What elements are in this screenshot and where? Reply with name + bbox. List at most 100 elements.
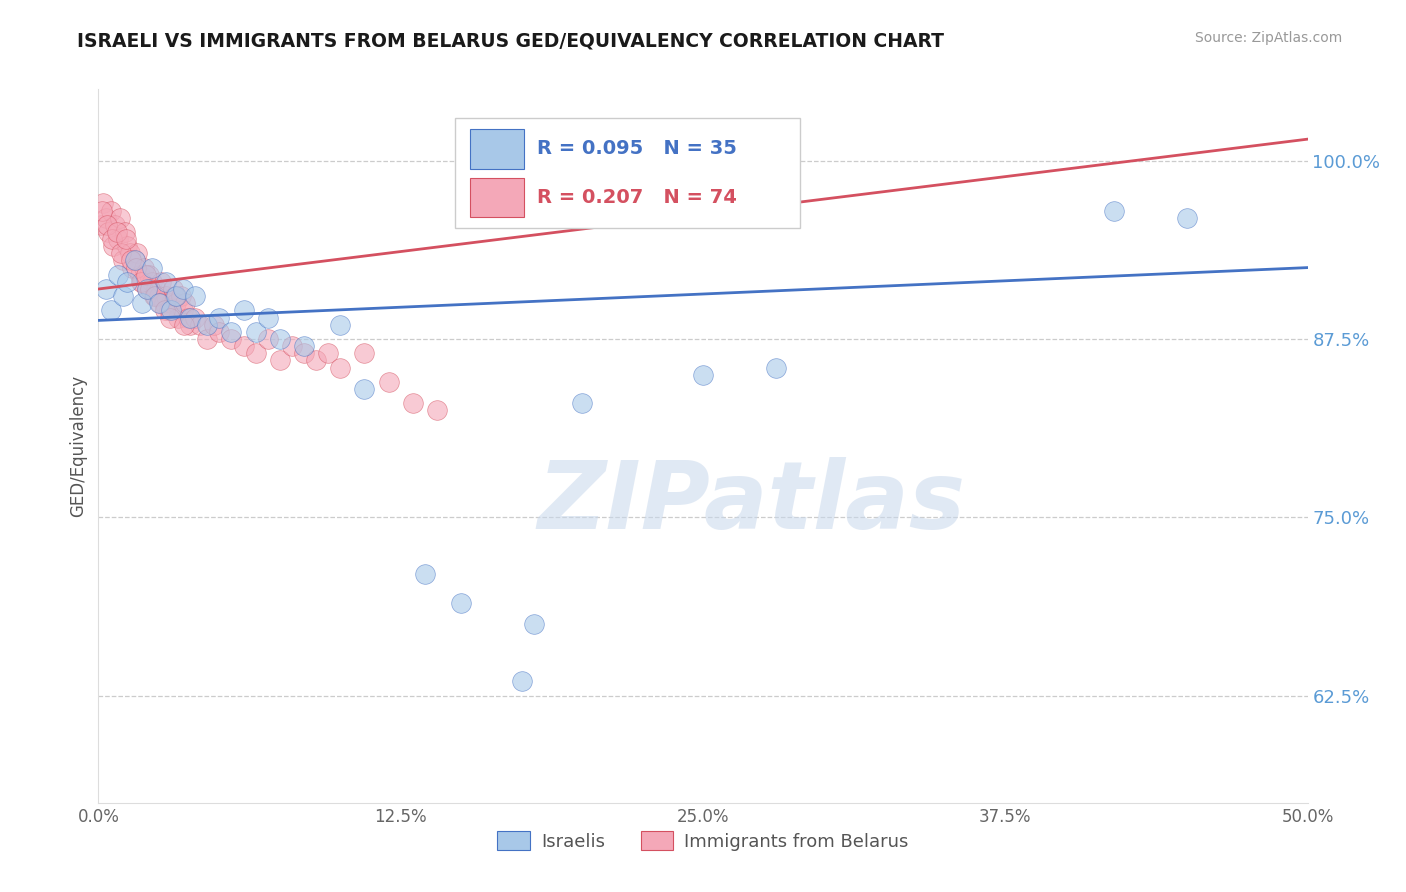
Point bbox=[523, 617, 546, 632]
Point bbox=[281, 339, 304, 353]
Point bbox=[163, 289, 186, 303]
Point bbox=[94, 211, 117, 225]
Point bbox=[128, 268, 150, 282]
Point bbox=[121, 260, 143, 275]
Text: R = 0.095   N = 35: R = 0.095 N = 35 bbox=[537, 139, 737, 158]
Point bbox=[91, 196, 114, 211]
FancyBboxPatch shape bbox=[456, 118, 800, 228]
Point bbox=[111, 253, 134, 268]
Text: R = 0.207   N = 74: R = 0.207 N = 74 bbox=[537, 188, 737, 207]
Point bbox=[107, 232, 129, 246]
Point bbox=[152, 296, 174, 310]
Point bbox=[124, 253, 146, 268]
Point bbox=[169, 289, 191, 303]
Point bbox=[143, 289, 166, 303]
Point bbox=[165, 289, 187, 303]
Point bbox=[184, 289, 207, 303]
Point bbox=[221, 325, 243, 339]
Point bbox=[141, 260, 163, 275]
Point bbox=[100, 232, 122, 246]
Point bbox=[117, 275, 139, 289]
Point bbox=[162, 282, 184, 296]
Point bbox=[165, 296, 187, 310]
Point bbox=[208, 325, 231, 339]
Point bbox=[159, 310, 181, 325]
Point bbox=[426, 403, 449, 417]
Legend: Israelis, Immigrants from Belarus: Israelis, Immigrants from Belarus bbox=[491, 824, 915, 858]
Point bbox=[1175, 211, 1198, 225]
Point bbox=[692, 368, 714, 382]
Point bbox=[100, 303, 122, 318]
Point bbox=[179, 310, 201, 325]
Point bbox=[105, 225, 128, 239]
Point bbox=[204, 318, 226, 332]
Point bbox=[221, 332, 243, 346]
Point bbox=[120, 253, 142, 268]
Point bbox=[157, 303, 180, 318]
Text: Source: ZipAtlas.com: Source: ZipAtlas.com bbox=[1195, 31, 1343, 45]
Point bbox=[97, 225, 120, 239]
Point bbox=[139, 282, 162, 296]
Point bbox=[155, 275, 177, 289]
Point bbox=[195, 318, 218, 332]
Point bbox=[143, 289, 166, 303]
Point bbox=[131, 296, 153, 310]
Point bbox=[167, 310, 190, 325]
Point bbox=[232, 303, 254, 318]
Point bbox=[138, 268, 160, 282]
Point bbox=[305, 353, 328, 368]
Bar bbox=[470, 178, 524, 218]
Point bbox=[172, 282, 194, 296]
Point bbox=[232, 339, 254, 353]
Point bbox=[402, 396, 425, 410]
Point bbox=[160, 296, 183, 310]
Point bbox=[129, 275, 152, 289]
Point bbox=[329, 360, 352, 375]
Point bbox=[111, 289, 134, 303]
Bar bbox=[470, 129, 524, 169]
Point bbox=[765, 360, 787, 375]
Point bbox=[377, 375, 399, 389]
Point bbox=[245, 325, 267, 339]
Point bbox=[127, 246, 149, 260]
Point bbox=[94, 282, 117, 296]
Point bbox=[160, 303, 183, 318]
Point bbox=[179, 318, 201, 332]
Point bbox=[571, 396, 593, 410]
Point bbox=[413, 567, 436, 582]
Point bbox=[316, 346, 339, 360]
Point bbox=[177, 310, 200, 325]
Point bbox=[450, 596, 472, 610]
Point bbox=[117, 239, 139, 253]
Point bbox=[292, 346, 315, 360]
Point bbox=[150, 275, 173, 289]
Point bbox=[108, 211, 131, 225]
Point bbox=[245, 346, 267, 360]
Point bbox=[292, 339, 315, 353]
Point bbox=[118, 246, 141, 260]
Point bbox=[131, 275, 153, 289]
Text: ISRAELI VS IMMIGRANTS FROM BELARUS GED/EQUIVALENCY CORRELATION CHART: ISRAELI VS IMMIGRANTS FROM BELARUS GED/E… bbox=[77, 31, 945, 50]
Point bbox=[269, 332, 291, 346]
Y-axis label: GED/Equivalency: GED/Equivalency bbox=[69, 375, 87, 517]
Point bbox=[135, 268, 157, 282]
Point bbox=[148, 296, 170, 310]
Point bbox=[173, 318, 195, 332]
Point bbox=[141, 275, 163, 289]
Point bbox=[172, 303, 194, 318]
Point bbox=[110, 246, 132, 260]
Point bbox=[145, 282, 167, 296]
Point bbox=[184, 310, 207, 325]
Point bbox=[104, 218, 127, 232]
Point bbox=[329, 318, 352, 332]
Point bbox=[148, 289, 170, 303]
Point bbox=[134, 260, 156, 275]
Point bbox=[115, 232, 138, 246]
Point bbox=[90, 218, 112, 232]
Point bbox=[101, 239, 124, 253]
Point bbox=[125, 260, 148, 275]
Point bbox=[188, 318, 211, 332]
Point bbox=[107, 268, 129, 282]
Point bbox=[510, 674, 533, 689]
Point bbox=[269, 353, 291, 368]
